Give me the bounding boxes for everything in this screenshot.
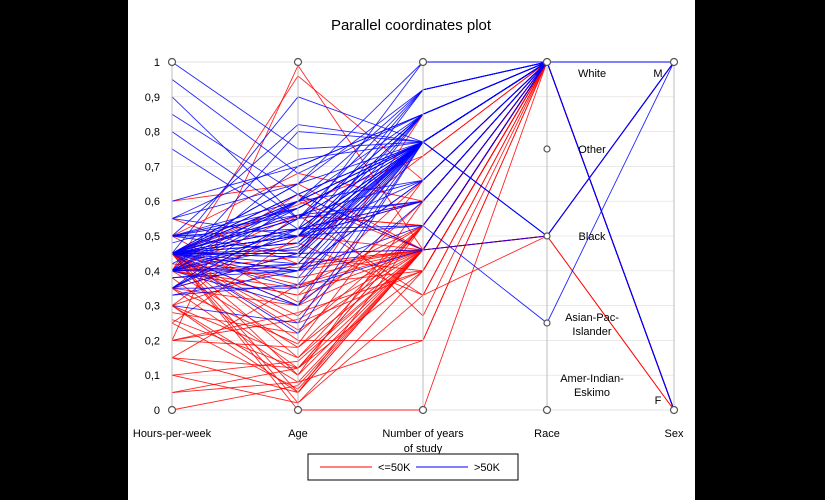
axis-top-marker: [669, 57, 679, 67]
axes: [167, 57, 679, 415]
legend-label-gt50k: >50K: [474, 462, 501, 474]
race-category-label: Islander: [572, 326, 611, 338]
race-category-marker: [543, 145, 551, 153]
axis-top-marker: [293, 57, 303, 67]
chart-title: Parallel coordinates plot: [331, 17, 492, 34]
race-category-label: Amer-Indian-: [560, 373, 624, 385]
sex-category-label: F: [655, 395, 662, 407]
y-tick-label: 0,2: [145, 335, 160, 347]
race-category-label: Other: [578, 144, 606, 156]
axis-bottom-marker: [542, 405, 552, 415]
axis-bottom-marker: [293, 405, 303, 415]
y-tick-label: 0,1: [145, 370, 160, 382]
axis-bottom-marker: [418, 405, 428, 415]
category-labels: White Other Black Asian-Pac- Islander Amer-In…: [560, 68, 662, 407]
race-category-label: Asian-Pac-: [565, 312, 619, 324]
axis-label: Race: [534, 428, 560, 440]
axis-label: Sex: [665, 428, 684, 440]
axis-top-marker: [418, 57, 428, 67]
y-tick-label: 1: [154, 57, 160, 69]
axis-label: of study: [404, 443, 443, 455]
y-tick-label: 0,3: [145, 301, 160, 313]
race-category-label: White: [578, 68, 606, 80]
axis-top-marker: [542, 57, 552, 67]
race-category-label: Black: [579, 231, 606, 243]
race-category-label: Eskimo: [574, 387, 610, 399]
y-tick-label: 0,9: [145, 92, 160, 104]
legend: <=50K >50K: [307, 453, 519, 481]
sex-category-label: M: [653, 68, 662, 80]
y-tick-label: 0,7: [145, 161, 160, 173]
axis-top-marker: [167, 57, 177, 67]
race-category-marker: [543, 319, 551, 327]
y-tick-labels: 0 0,1 0,2 0,3 0,4 0,5 0,6 0,7 0,8 0,9 1: [145, 57, 160, 417]
y-tick-label: 0,4: [145, 266, 160, 278]
axis-bottom-marker: [669, 405, 679, 415]
y-tick-label: 0,8: [145, 127, 160, 139]
y-tick-label: 0,5: [145, 231, 160, 243]
y-tick-label: 0: [154, 405, 160, 417]
y-tick-label: 0,6: [145, 196, 160, 208]
axis-label: Hours-per-week: [133, 428, 212, 440]
legend-label-le50k: <=50K: [378, 462, 411, 474]
chart-panel: Parallel coordinates plot 0 0,1 0,2 0,3 0,4 0…: [128, 0, 695, 500]
axis-labels: Hours-per-week Age Number of years of study…: [133, 428, 684, 455]
race-category-marker: [543, 232, 551, 240]
axis-bottom-marker: [167, 405, 177, 415]
axis-label: Number of years: [382, 428, 464, 440]
axis-label: Age: [288, 428, 308, 440]
parallel-coordinates-chart: Parallel coordinates plot 00,10,20,30,40…: [133, 17, 684, 481]
